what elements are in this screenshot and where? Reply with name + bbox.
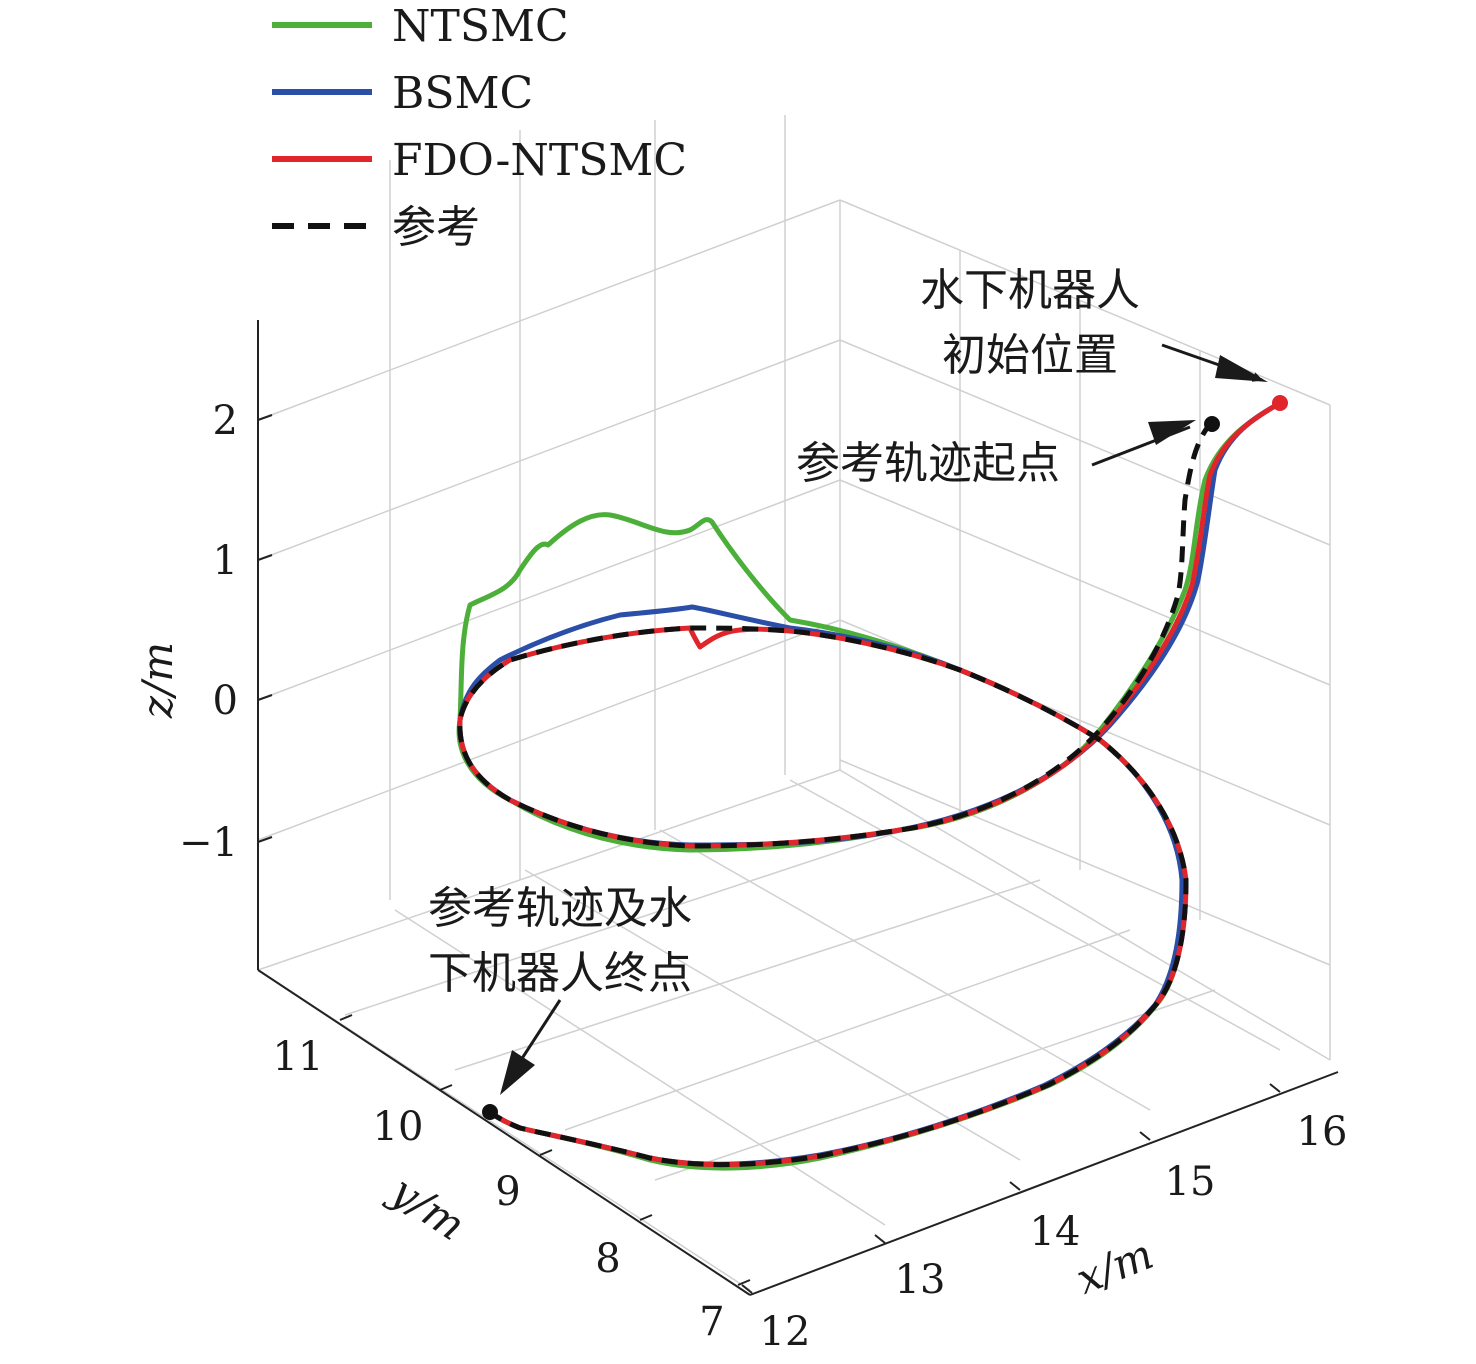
robot-start-arrowhead	[1215, 355, 1268, 382]
annotation-ref-start-line-1: 参考轨迹起点	[796, 438, 1060, 489]
annotation-robot-start: 水下机器人 初始位置	[920, 265, 1140, 381]
z-tick-label: 2	[213, 398, 238, 444]
end-arrowhead	[500, 1050, 535, 1095]
x-tick-label: 12	[760, 1309, 811, 1355]
x-tick-mark	[1009, 1181, 1021, 1191]
x-tick-mark	[874, 1234, 886, 1244]
annotation-robot-start-line-1: 水下机器人	[920, 265, 1140, 316]
x-axis-label: x/m	[1069, 1229, 1159, 1304]
legend-label: FDO-NTSMC	[392, 135, 687, 186]
annotation-end-line-2: 下机器人终点	[428, 948, 692, 999]
x-tick-label: 13	[895, 1257, 946, 1303]
ref-start-arrowhead	[1148, 420, 1196, 445]
z-tick-label: −1	[179, 820, 238, 866]
y-tick-mark	[339, 1014, 353, 1021]
annotation-arrows	[500, 343, 1268, 1095]
y-tick-mark	[439, 1084, 453, 1091]
y-axis-label: y/m	[381, 1165, 474, 1250]
annotation-robot-start-line-2: 初始位置	[942, 330, 1118, 381]
reference-start-marker	[1204, 416, 1220, 432]
x-tick-mark	[741, 1284, 753, 1294]
z-tick-label: 0	[213, 678, 238, 724]
annotation-end: 参考轨迹及水 下机器人终点	[428, 883, 692, 999]
grid-lines	[257, 115, 1331, 1291]
annotation-ref-start: 参考轨迹起点	[796, 438, 1060, 489]
y-tick-label: 7	[699, 1299, 724, 1345]
robot-initial-position-marker	[1272, 395, 1288, 411]
z-axis-label: z/m	[133, 642, 182, 719]
legend-label: 参考	[392, 202, 480, 253]
legend: NTSMC BSMC FDO-NTSMC 参考	[272, 1, 687, 253]
trajectory-series	[456, 395, 1288, 1171]
y-tick-mark	[539, 1149, 553, 1156]
z-tick-mark	[257, 554, 273, 561]
series-line-ntsmc	[456, 400, 1283, 1171]
x-tick-mark	[1139, 1131, 1151, 1141]
z-tick-mark	[257, 836, 273, 843]
legend-label: NTSMC	[392, 1, 569, 52]
x-tick-label: 15	[1165, 1159, 1216, 1205]
y-tick-label: 11	[273, 1034, 324, 1080]
end-point-marker	[482, 1104, 498, 1120]
z-tick-mark	[257, 694, 273, 701]
legend-label: BSMC	[392, 68, 533, 119]
x-tick-label: 14	[1030, 1209, 1081, 1255]
y-tick-label: 9	[495, 1169, 520, 1215]
y-tick-mark	[639, 1214, 653, 1221]
y-tick-mark	[737, 1279, 751, 1286]
annotation-end-line-1: 参考轨迹及水	[428, 883, 692, 934]
z-tick-label: 1	[213, 538, 238, 584]
x-tick-label: 16	[1297, 1109, 1348, 1155]
y-tick-label: 10	[373, 1104, 424, 1150]
series-line-reference	[457, 420, 1214, 1168]
z-tick-mark	[257, 414, 273, 421]
axes	[257, 320, 1339, 1296]
y-tick-label: 8	[595, 1236, 620, 1282]
x-tick-mark	[1269, 1083, 1281, 1093]
